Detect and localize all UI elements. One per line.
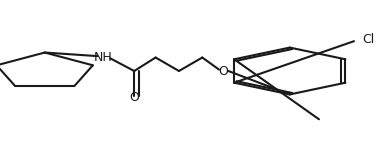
Text: O: O (129, 91, 139, 105)
Text: O: O (219, 64, 229, 78)
Text: NH: NH (94, 51, 112, 64)
Text: Cl: Cl (362, 33, 374, 46)
